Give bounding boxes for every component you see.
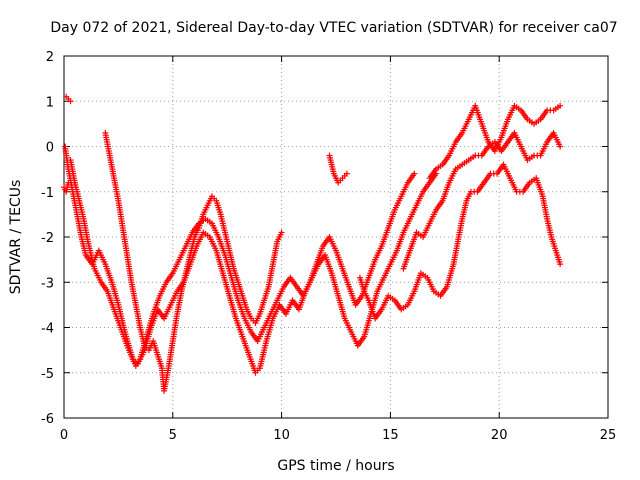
x-tick-labels: 0 5 10 15 20 25	[60, 428, 616, 443]
gridlines	[64, 56, 608, 418]
data-point	[557, 102, 564, 109]
data-points	[61, 93, 564, 394]
data-point	[65, 179, 72, 186]
plot-frame	[63, 55, 609, 419]
y-tick-label: -4	[41, 322, 54, 337]
data-point	[67, 98, 74, 105]
x-tick-label: 5	[169, 428, 177, 443]
chart-title: Day 072 of 2021, Sidereal Day-to-day VTE…	[50, 20, 617, 36]
x-tick-label: 25	[600, 428, 617, 443]
y-tick-label: -3	[41, 276, 54, 291]
data-point	[278, 229, 285, 236]
data-point	[343, 170, 350, 177]
y-tick-label: 0	[46, 141, 54, 156]
y-tick-label: 1	[46, 95, 54, 110]
y-tick-label: 2	[46, 50, 54, 65]
y-axis-label: SDTVAR / TECUs	[8, 180, 24, 295]
y-tick-label: -5	[41, 367, 54, 382]
x-axis-label: GPS time / hours	[277, 458, 394, 474]
data-point	[557, 143, 564, 150]
x-tick-label: 15	[382, 428, 399, 443]
data-point	[557, 261, 564, 268]
x-tick-label: 10	[273, 428, 290, 443]
y-tick-label: -6	[41, 412, 54, 427]
y-tick-label: -1	[41, 186, 54, 201]
x-tick-label: 0	[60, 428, 68, 443]
data-point	[411, 170, 418, 177]
x-tick-label: 20	[491, 428, 508, 443]
y-tick-label: -2	[41, 231, 54, 246]
y-tick-labels: -6 -5 -4 -3 -2 -1 0 1 2	[41, 50, 54, 427]
